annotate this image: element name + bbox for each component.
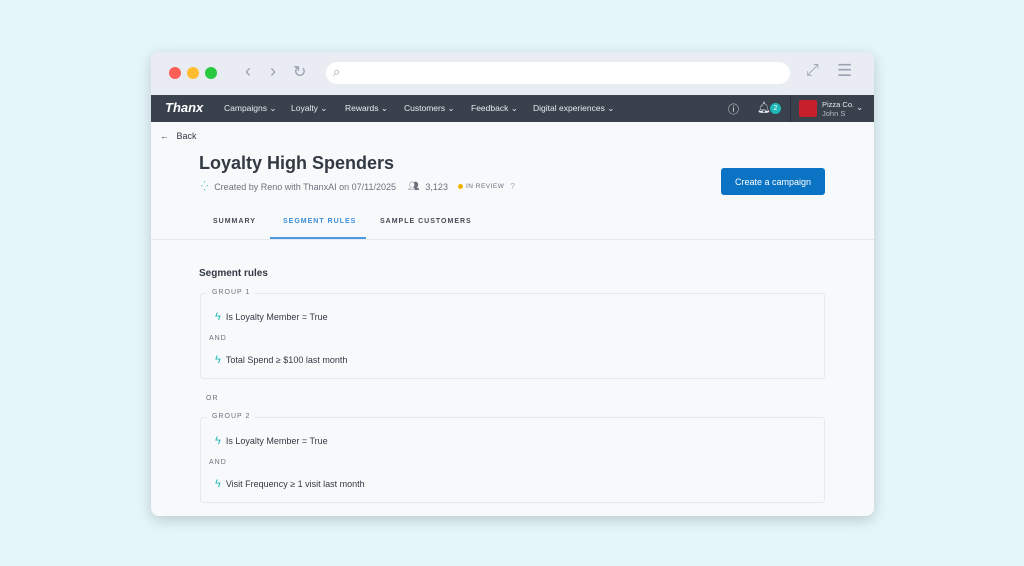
chevron-down-icon[interactable]: ⌄ xyxy=(856,102,864,112)
rule-item: ϟ Total Spend ≥ $100 last month xyxy=(215,354,348,366)
active-tab-indicator xyxy=(270,237,366,239)
nav-feedback[interactable]: Feedback ⌄ xyxy=(471,103,518,113)
lightning-icon: ϟ xyxy=(215,354,221,366)
minimize-window-button[interactable] xyxy=(187,67,199,79)
nav-rewards[interactable]: Rewards ⌄ xyxy=(345,103,389,113)
thanxai-icon: ⁛ xyxy=(201,181,209,191)
menu-icon[interactable]: ☰ xyxy=(837,61,853,80)
user-name[interactable]: John S xyxy=(822,109,846,118)
search-icon: ⌕ xyxy=(333,64,341,79)
help-icon[interactable]: ? xyxy=(510,182,515,191)
maximize-window-button[interactable] xyxy=(205,67,217,79)
back-arrow-icon: ← xyxy=(160,131,169,141)
customer-count: 3,123 xyxy=(425,181,448,192)
thanx-logo: Thanx xyxy=(165,100,204,115)
status-dot xyxy=(457,184,463,189)
tab-summary[interactable]: SUMMARY xyxy=(213,218,256,225)
back-link[interactable]: ← Back xyxy=(160,131,197,141)
lightning-icon: ϟ xyxy=(215,435,221,447)
rule-item: ϟ Visit Frequency ≥ 1 visit last month xyxy=(215,478,365,490)
browser-chrome: ‹ › ↻ ⌕ ⤢ ☰ xyxy=(151,52,874,95)
lightning-icon: ϟ xyxy=(215,311,221,323)
expand-icon[interactable]: ⤢ xyxy=(806,62,819,79)
rule-item: ϟ Is Loyalty Member = True xyxy=(215,311,328,323)
browser-window: ‹ › ↻ ⌕ ⤢ ☰ Thanx Campaigns ⌄ Loyalty ⌄ … xyxy=(151,52,874,516)
bell-icon[interactable]: 🔔︎ xyxy=(757,102,771,114)
tab-bar: SUMMARY SEGMENT RULES SAMPLE CUSTOMERS xyxy=(151,208,874,240)
org-name[interactable]: Pizza Co. xyxy=(822,100,855,109)
notification-badge: 2 xyxy=(770,103,781,114)
back-arrow-icon[interactable]: ‹ xyxy=(245,61,251,81)
or-divider: OR xyxy=(206,395,219,402)
address-bar[interactable]: ⌕ xyxy=(326,62,790,84)
org-avatar[interactable] xyxy=(799,100,817,117)
nav-loyalty[interactable]: Loyalty ⌄ xyxy=(291,103,328,113)
create-campaign-button[interactable]: Create a campaign xyxy=(721,168,825,195)
nav-campaigns[interactable]: Campaigns ⌄ xyxy=(224,103,277,113)
close-window-button[interactable] xyxy=(169,67,181,79)
segment-meta: ⁛ Created by Reno with ThanxAI on 07/11/… xyxy=(201,181,515,192)
forward-arrow-icon[interactable]: › xyxy=(270,61,276,81)
nav-customers[interactable]: Customers ⌄ xyxy=(404,103,455,113)
page-title: Loyalty High Spenders xyxy=(199,153,395,173)
top-nav: Thanx Campaigns ⌄ Loyalty ⌄ Rewards ⌄ Cu… xyxy=(151,95,874,122)
tab-sample-customers[interactable]: SAMPLE CUSTOMERS xyxy=(380,218,472,225)
lightning-icon: ϟ xyxy=(215,478,221,490)
status-badge: IN REVIEW xyxy=(465,183,505,190)
section-heading: Segment rules xyxy=(199,268,268,279)
tab-segment-rules[interactable]: SEGMENT RULES xyxy=(283,218,357,225)
users-icon: 👥︎ xyxy=(407,181,420,191)
nav-digital-experiences[interactable]: Digital experiences ⌄ xyxy=(533,103,615,113)
help-icon[interactable]: ⓘ xyxy=(728,104,739,116)
rule-item: ϟ Is Loyalty Member = True xyxy=(215,435,328,447)
reload-icon[interactable]: ↻ xyxy=(293,64,307,81)
